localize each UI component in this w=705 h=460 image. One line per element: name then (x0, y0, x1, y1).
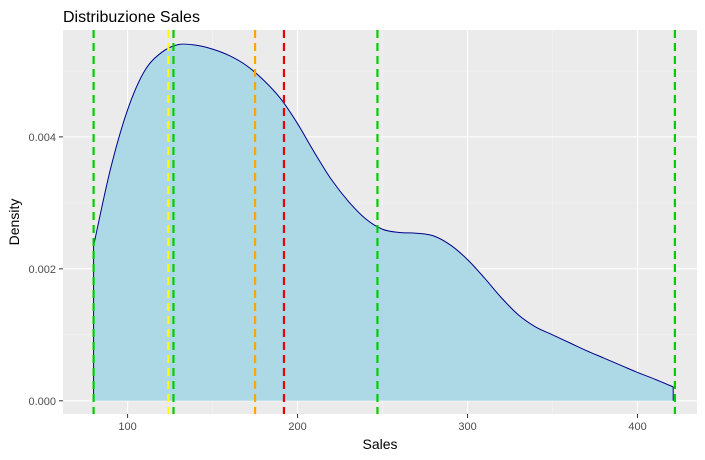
x-axis: 100 200 300 400 (118, 414, 647, 433)
x-tick-label: 400 (628, 421, 646, 433)
y-tick-label: 0.002 (28, 264, 56, 276)
x-axis-title: Sales (362, 436, 397, 452)
y-axis: 0.000 0.002 0.004 (28, 132, 63, 408)
x-tick-label: 200 (288, 421, 306, 433)
chart-title: Distribuzione Sales (63, 9, 200, 26)
y-tick-label: 0.000 (28, 396, 56, 408)
density-curve (93, 43, 674, 401)
y-axis-title: Density (6, 199, 22, 246)
x-tick-label: 100 (118, 421, 136, 433)
reference-lines (92, 30, 677, 414)
x-tick-label: 300 (458, 421, 476, 433)
y-tick-label: 0.004 (28, 132, 56, 144)
density-area (93, 43, 674, 401)
